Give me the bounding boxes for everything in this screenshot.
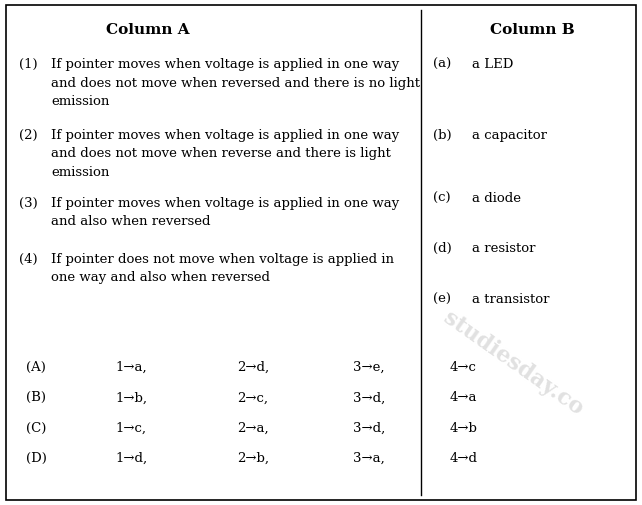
- Text: a transistor: a transistor: [472, 293, 550, 306]
- Text: (A): (A): [26, 361, 46, 374]
- Text: a diode: a diode: [472, 192, 521, 205]
- Text: If pointer moves when voltage is applied in one way
and also when reversed: If pointer moves when voltage is applied…: [51, 197, 399, 228]
- Text: a resistor: a resistor: [472, 242, 535, 256]
- Text: 2→a,: 2→a,: [238, 422, 269, 435]
- Text: studiesday.co: studiesday.co: [439, 307, 588, 420]
- Text: 1→d,: 1→d,: [116, 452, 148, 465]
- Text: (d): (d): [433, 242, 452, 256]
- Text: (C): (C): [26, 422, 46, 435]
- Text: 4→c: 4→c: [449, 361, 476, 374]
- Text: 3→a,: 3→a,: [353, 452, 385, 465]
- Text: 2→b,: 2→b,: [238, 452, 270, 465]
- Text: 4→a: 4→a: [449, 391, 477, 405]
- Text: Column B: Column B: [490, 23, 575, 37]
- Text: 3→d,: 3→d,: [353, 391, 385, 405]
- Text: 4→b: 4→b: [449, 422, 477, 435]
- Text: If pointer does not move when voltage is applied in
one way and also when revers: If pointer does not move when voltage is…: [51, 252, 394, 284]
- Text: 1→b,: 1→b,: [116, 391, 148, 405]
- Text: 2→d,: 2→d,: [238, 361, 270, 374]
- Text: (D): (D): [26, 452, 47, 465]
- Text: (a): (a): [433, 58, 451, 71]
- Text: (B): (B): [26, 391, 46, 405]
- Text: a capacitor: a capacitor: [472, 129, 547, 142]
- Text: (c): (c): [433, 192, 451, 205]
- Text: 1→a,: 1→a,: [116, 361, 147, 374]
- Text: a LED: a LED: [472, 58, 513, 71]
- Text: (3): (3): [19, 197, 38, 210]
- Text: 2→c,: 2→c,: [238, 391, 268, 405]
- Text: If pointer moves when voltage is applied in one way
and does not move when rever: If pointer moves when voltage is applied…: [51, 58, 421, 108]
- Text: 4→d: 4→d: [449, 452, 478, 465]
- Text: (e): (e): [433, 293, 451, 306]
- Text: (4): (4): [19, 252, 38, 266]
- Text: (b): (b): [433, 129, 452, 142]
- Text: 3→e,: 3→e,: [353, 361, 385, 374]
- Text: Column A: Column A: [106, 23, 189, 37]
- Text: 1→c,: 1→c,: [116, 422, 146, 435]
- Text: (2): (2): [19, 129, 38, 142]
- Text: (1): (1): [19, 58, 38, 71]
- Text: If pointer moves when voltage is applied in one way
and does not move when rever: If pointer moves when voltage is applied…: [51, 129, 399, 179]
- Text: 3→d,: 3→d,: [353, 422, 385, 435]
